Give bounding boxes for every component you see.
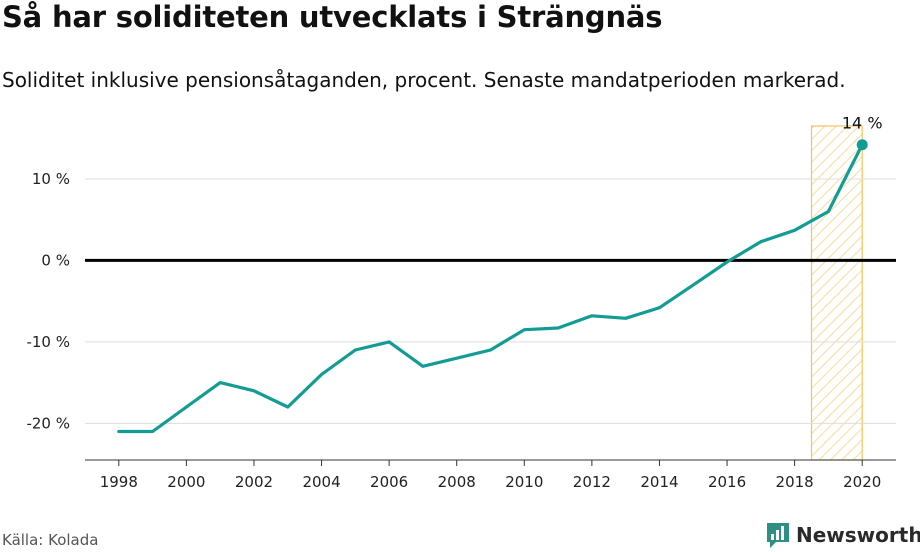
y-tick-label: 10 % xyxy=(32,170,70,188)
x-tick-label: 2012 xyxy=(573,473,611,491)
end-point-marker xyxy=(856,139,868,151)
highlight-period xyxy=(810,125,863,461)
y-tick-label: 0 % xyxy=(41,251,70,269)
chart-title: Så har soliditeten utvecklats i Strängnä… xyxy=(2,0,663,34)
y-tick-label: -10 % xyxy=(26,333,70,351)
x-tick-label: 2006 xyxy=(370,473,408,491)
end-value-label: 14 % xyxy=(842,114,883,133)
x-tick-label: 2014 xyxy=(640,473,678,491)
x-tick-label: 2016 xyxy=(708,473,746,491)
source-label: Källa: Kolada xyxy=(2,531,99,549)
x-tick-label: 2010 xyxy=(505,473,543,491)
x-tick-label: 2008 xyxy=(438,473,476,491)
x-tick-label: 2004 xyxy=(302,473,340,491)
y-tick-label: -20 % xyxy=(26,414,70,432)
brand-name: Newsworthy xyxy=(796,523,920,547)
chart-subtitle: Soliditet inklusive pensionsåtaganden, p… xyxy=(2,68,846,92)
x-tick-label: 2002 xyxy=(235,473,273,491)
x-tick-label: 2020 xyxy=(843,473,881,491)
series-line xyxy=(117,143,864,434)
x-tick-label: 2018 xyxy=(776,473,814,491)
brand-logo: Newsworthy xyxy=(765,520,920,550)
x-tick-label: 2000 xyxy=(167,473,205,491)
x-tick-label: 1998 xyxy=(100,473,138,491)
newsworthy-chart-logo-icon xyxy=(767,523,789,548)
